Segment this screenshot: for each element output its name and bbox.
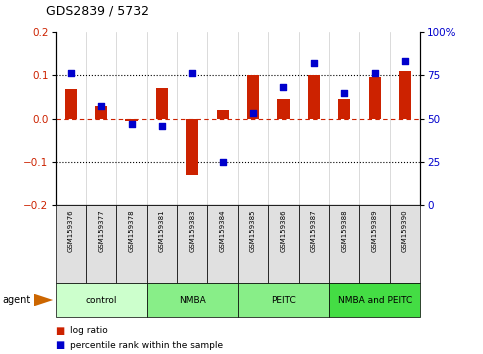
Point xyxy=(219,159,227,165)
Text: control: control xyxy=(85,296,117,304)
Text: GSM159385: GSM159385 xyxy=(250,209,256,252)
Text: GSM159390: GSM159390 xyxy=(402,209,408,252)
Text: ■: ■ xyxy=(56,340,65,350)
Text: ■: ■ xyxy=(56,326,65,336)
Point xyxy=(401,58,409,64)
Polygon shape xyxy=(34,294,53,307)
Point xyxy=(128,121,135,127)
Point xyxy=(67,71,74,76)
Text: agent: agent xyxy=(2,295,30,305)
Text: GSM159388: GSM159388 xyxy=(341,209,347,252)
Point xyxy=(188,71,196,76)
Text: GSM159383: GSM159383 xyxy=(189,209,195,252)
Text: GSM159386: GSM159386 xyxy=(281,209,286,252)
Text: GSM159377: GSM159377 xyxy=(98,209,104,252)
Text: log ratio: log ratio xyxy=(70,326,108,336)
Text: GSM159378: GSM159378 xyxy=(128,209,135,252)
Bar xyxy=(186,119,199,175)
Bar xyxy=(277,99,289,119)
Bar xyxy=(65,89,77,119)
Bar xyxy=(95,107,107,119)
Bar xyxy=(338,99,350,119)
Text: GSM159384: GSM159384 xyxy=(220,209,226,252)
Point xyxy=(249,110,257,116)
Point xyxy=(158,123,166,129)
Bar xyxy=(369,78,381,119)
Text: GSM159376: GSM159376 xyxy=(68,209,74,252)
Bar xyxy=(126,119,138,121)
Text: NMBA: NMBA xyxy=(179,296,206,304)
Point xyxy=(280,85,287,90)
Bar xyxy=(399,71,411,119)
Point xyxy=(97,104,105,109)
Text: PEITC: PEITC xyxy=(271,296,296,304)
Text: NMBA and PEITC: NMBA and PEITC xyxy=(338,296,412,304)
Bar xyxy=(308,75,320,119)
Point xyxy=(341,90,348,96)
Bar xyxy=(247,75,259,119)
Text: GSM159389: GSM159389 xyxy=(371,209,378,252)
Bar xyxy=(156,88,168,119)
Point xyxy=(371,71,379,76)
Point xyxy=(310,60,318,66)
Text: percentile rank within the sample: percentile rank within the sample xyxy=(70,341,223,350)
Text: GSM159387: GSM159387 xyxy=(311,209,317,252)
Text: GSM159381: GSM159381 xyxy=(159,209,165,252)
Bar xyxy=(216,110,229,119)
Text: GDS2839 / 5732: GDS2839 / 5732 xyxy=(46,5,149,18)
